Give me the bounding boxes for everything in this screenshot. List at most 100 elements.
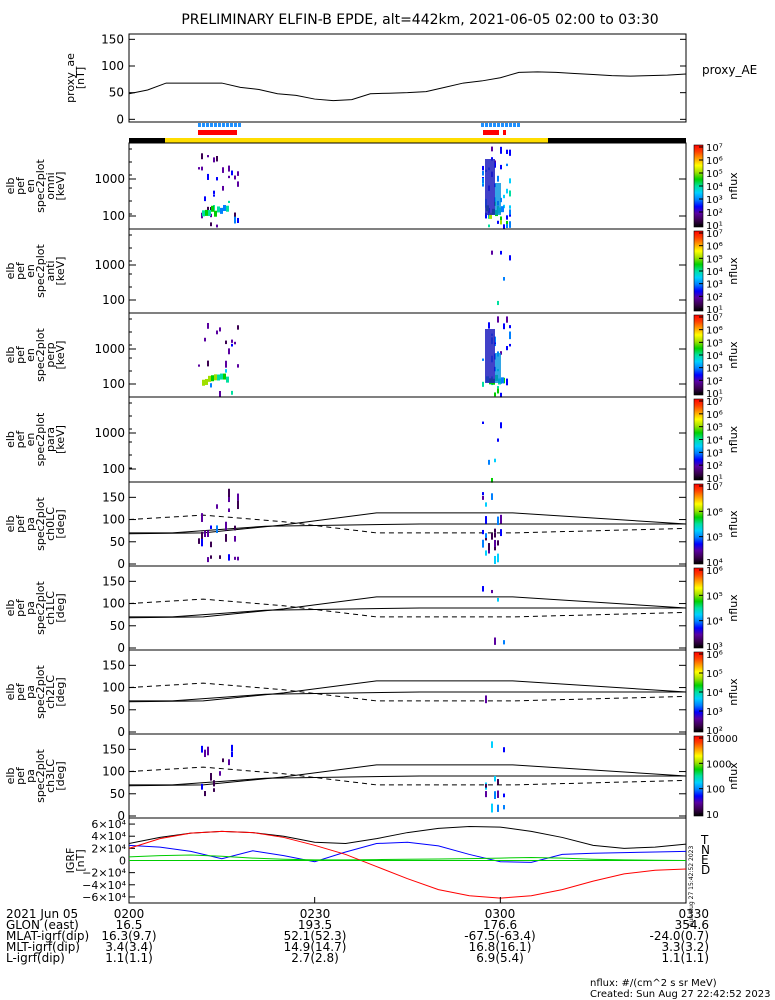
science-zone <box>198 130 237 135</box>
spectrogram-cell <box>485 212 487 219</box>
axis-row-value: 354.6 <box>675 918 709 932</box>
spectrogram-cell <box>482 177 484 183</box>
science-zone <box>483 130 499 135</box>
attitude-mark <box>493 123 496 127</box>
spectrogram-cell <box>210 525 212 529</box>
spectrogram-cell <box>509 221 511 228</box>
spectrogram-cell <box>207 530 209 537</box>
spectrogram-cell <box>506 149 508 154</box>
ylabel-line: spec2plot <box>34 665 47 719</box>
ylabel-line: elb <box>4 516 17 533</box>
spectrogram-cell <box>234 525 236 531</box>
colorbar-label: nflux <box>727 257 740 285</box>
spectrogram-cell <box>500 422 502 429</box>
spectrogram-cell <box>491 157 493 161</box>
panel-ch0: 0 50 100 150 <box>102 481 687 571</box>
spectrogram-cell <box>500 351 502 355</box>
spectrogram-cell <box>491 741 493 748</box>
ytick-label: 4×10⁴ <box>91 830 126 843</box>
spectrogram-cell <box>491 803 493 813</box>
spectrogram-cell <box>234 341 236 345</box>
spectrogram-cell <box>210 383 212 388</box>
spectrogram-cell <box>488 459 490 465</box>
ylabel-line: en <box>24 179 37 193</box>
colorbar-tick-label: 10⁷ <box>706 397 723 408</box>
colorbar-tick-label: 10³ <box>706 364 723 375</box>
spectrogram-cell <box>500 220 502 225</box>
colorbar-tick-label: 10⁴ <box>706 182 723 193</box>
field-aligned-line <box>128 680 687 703</box>
ylabel-line: elb <box>4 178 17 195</box>
spectrogram-cell <box>494 458 496 463</box>
colorbar-tick-label: 10⁴ <box>706 436 723 447</box>
attitude-mark <box>485 123 488 127</box>
plot-title: PRELIMINARY ELFIN-B EPDE, alt=442km, 202… <box>181 12 658 28</box>
anti-loss-cone-line <box>128 682 687 702</box>
spectrogram-cell <box>228 200 230 203</box>
spectrogram-cell <box>491 493 493 500</box>
spectrogram-cell <box>500 216 502 221</box>
spectrogram-cell <box>482 381 484 387</box>
spectrogram-cell <box>497 779 499 785</box>
spectrogram-cell <box>234 212 236 218</box>
attitude-mark <box>230 123 233 127</box>
ylabel-line: omni <box>44 172 57 199</box>
field-aligned-line <box>128 764 687 787</box>
spectrogram-cell <box>228 554 230 561</box>
attitude-mark <box>214 123 217 127</box>
spectrogram-cell <box>207 155 209 158</box>
ylabel-line: proxy_ae <box>64 53 77 103</box>
colorbar-tick-label: 10³ <box>706 642 723 653</box>
colorbar-tick-label: 10 <box>706 810 719 821</box>
panel-anti: 100 1000 <box>94 228 687 314</box>
spectrogram-cell <box>482 529 484 535</box>
colorbar-tick-label: 10¹ <box>706 389 723 400</box>
spectrogram-cell <box>501 377 504 384</box>
spectrogram-cell <box>497 386 499 389</box>
spectrogram-cell <box>225 340 227 345</box>
spectrogram-cell <box>494 637 496 645</box>
spectrogram-cell <box>211 205 214 212</box>
spectrogram-cell <box>500 164 502 170</box>
axis-row-value: 16.8(16.1) <box>469 940 532 954</box>
spectrogram-cell <box>237 556 239 561</box>
spectrogram-cell <box>509 325 511 329</box>
spectrogram-cell <box>211 375 214 382</box>
spectrogram-cell <box>208 210 211 217</box>
orbit-bar-yellow <box>165 138 548 143</box>
spectrogram-cell <box>485 502 487 507</box>
spectrogram-cell <box>225 521 227 531</box>
axis-row-value: 2.7(2.8) <box>291 951 339 965</box>
colorbar-tick-label: 10⁷ <box>706 229 723 240</box>
spectrogram-cell <box>506 163 508 167</box>
colorbar-tick-label: 10² <box>706 208 723 219</box>
spectrogram-cell <box>204 749 206 758</box>
colorbar-tick-label: 10⁶ <box>706 650 723 661</box>
ylabel-line: elb <box>4 684 17 701</box>
attitude-mark <box>505 123 508 127</box>
ylabel-line: elb <box>4 768 17 785</box>
spectrogram-cell <box>509 190 511 197</box>
ylabel-line: pef <box>14 176 27 195</box>
spectrogram-cell <box>491 589 493 594</box>
spectrogram-cell <box>234 535 236 542</box>
spectrogram-block <box>485 329 495 383</box>
spectrogram-cell <box>485 516 487 524</box>
spectrogram-cell <box>213 190 215 194</box>
colorbar-tick-label: 10⁴ <box>706 617 723 628</box>
spectrogram-cell <box>231 751 233 758</box>
spectrogram-cell <box>497 540 499 546</box>
spectrogram-block <box>495 183 501 215</box>
colorbar-tick-label: 10¹ <box>706 474 723 485</box>
spectrogram-cell <box>217 374 220 381</box>
ylabel-line: [nT] <box>74 67 87 89</box>
spectrogram-cell <box>201 166 203 171</box>
spectrogram-cell <box>214 210 217 217</box>
ylabel-line: spec2plot <box>34 244 47 298</box>
spectrogram-cell <box>214 374 217 381</box>
